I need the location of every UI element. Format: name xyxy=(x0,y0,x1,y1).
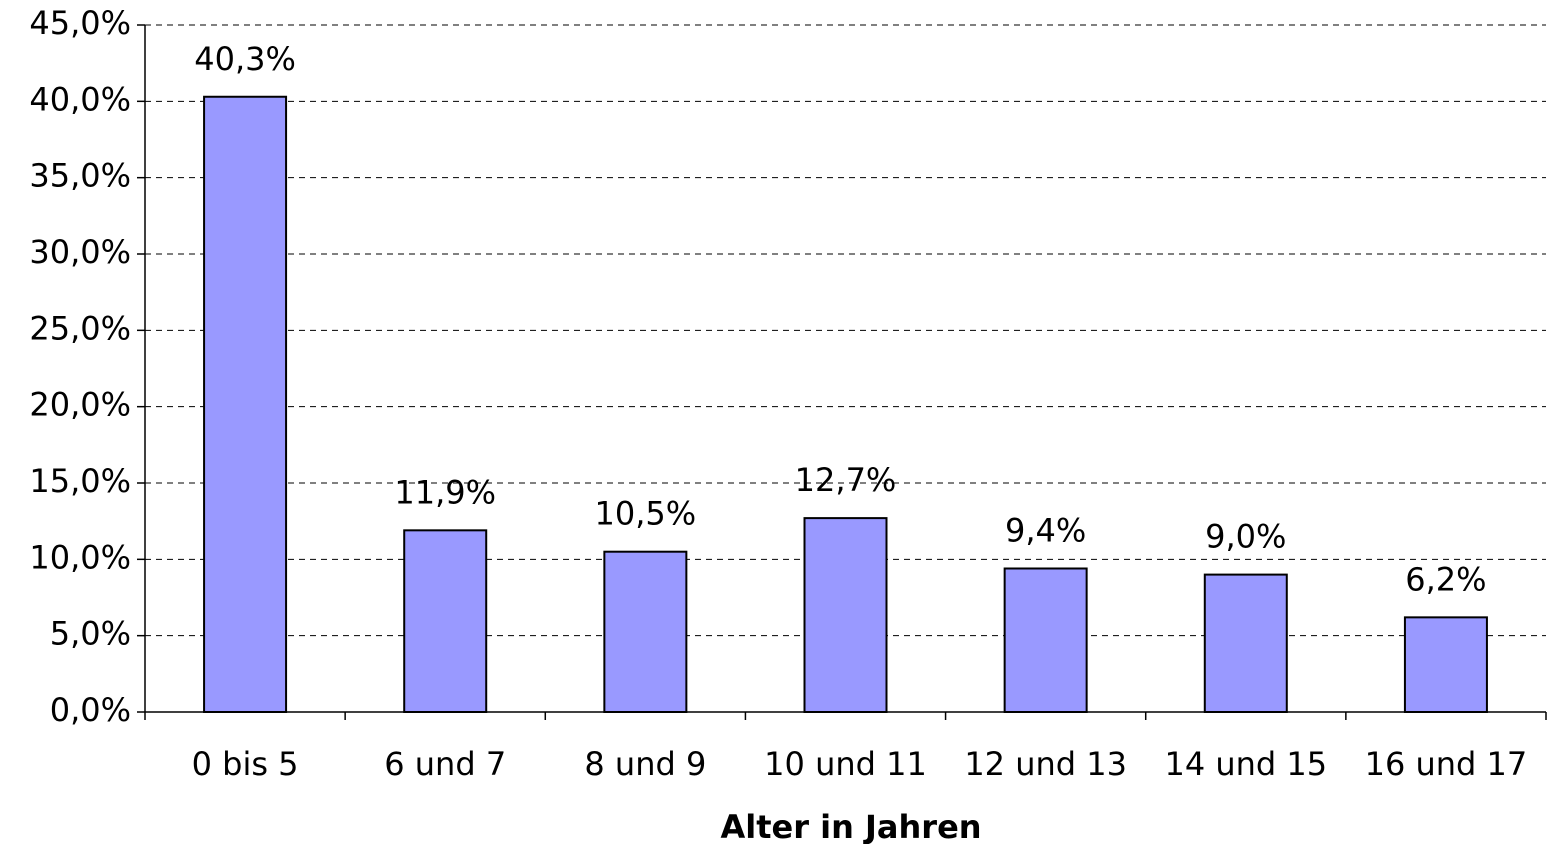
x-tick-label: 16 und 17 xyxy=(1365,745,1528,783)
x-tick-label: 12 und 13 xyxy=(964,745,1127,783)
y-tick-label: 15,0% xyxy=(29,462,131,500)
y-tick-label: 10,0% xyxy=(29,538,131,576)
x-tick-label: 14 und 15 xyxy=(1164,745,1327,783)
x-tick-label: 8 und 9 xyxy=(584,745,706,783)
data-label: 9,0% xyxy=(1205,518,1286,556)
x-axis-label: Alter in Jahren xyxy=(720,808,981,844)
data-label: 9,4% xyxy=(1005,511,1086,549)
data-label: 40,3% xyxy=(194,40,296,78)
data-label: 11,9% xyxy=(394,473,496,511)
y-tick-label: 45,0% xyxy=(29,4,131,42)
bar xyxy=(1203,573,1288,713)
bar xyxy=(803,517,888,714)
x-tick-label: 10 und 11 xyxy=(764,745,927,783)
x-tick-label: 0 bis 5 xyxy=(192,745,299,783)
y-tick-label: 20,0% xyxy=(29,386,131,424)
y-tick-label: 0,0% xyxy=(50,691,131,729)
bar xyxy=(1003,567,1088,714)
bar xyxy=(1403,616,1488,714)
y-tick-label: 30,0% xyxy=(29,233,131,271)
bar xyxy=(603,550,688,714)
data-label: 6,2% xyxy=(1405,560,1486,598)
y-tick-label: 35,0% xyxy=(29,157,131,195)
data-label: 10,5% xyxy=(595,495,697,533)
y-tick-label: 40,0% xyxy=(29,80,131,118)
data-label: 12,7% xyxy=(795,461,897,499)
x-tick-label: 6 und 7 xyxy=(384,745,506,783)
y-tick-label: 25,0% xyxy=(29,309,131,347)
bar xyxy=(403,529,488,713)
bar xyxy=(203,95,288,713)
y-tick-label: 5,0% xyxy=(50,615,131,653)
